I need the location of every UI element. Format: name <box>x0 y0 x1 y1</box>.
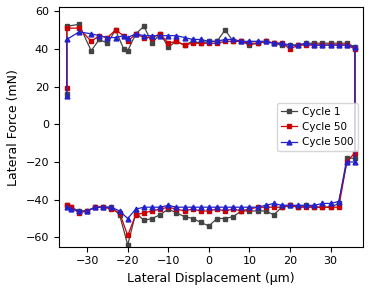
Cycle 50 <box>263 40 268 43</box>
Cycle 50 <box>101 206 105 209</box>
Cycle 50 <box>312 206 317 209</box>
Cycle 50 <box>199 41 203 45</box>
Cycle 500 <box>263 40 268 43</box>
Cycle 1 <box>199 41 203 45</box>
Cycle 1 <box>312 206 317 209</box>
Line: Cycle 50: Cycle 50 <box>65 26 357 238</box>
Cycle 50 <box>65 26 69 30</box>
Y-axis label: Lateral Force (mN): Lateral Force (mN) <box>7 69 20 185</box>
Cycle 50 <box>191 41 195 45</box>
Cycle 500 <box>65 206 69 209</box>
Cycle 500 <box>125 217 130 220</box>
Cycle 500 <box>199 38 203 41</box>
Cycle 50 <box>65 204 69 207</box>
Cycle 500 <box>77 30 81 34</box>
Cycle 1 <box>191 40 195 43</box>
Cycle 1 <box>125 243 130 247</box>
Line: Cycle 500: Cycle 500 <box>64 29 357 221</box>
Line: Cycle 1: Cycle 1 <box>65 22 357 247</box>
Cycle 500 <box>191 38 195 41</box>
Cycle 500 <box>65 94 69 98</box>
Cycle 500 <box>320 202 325 205</box>
Cycle 1 <box>320 206 325 209</box>
Cycle 1 <box>101 206 105 209</box>
X-axis label: Lateral Displacement (μm): Lateral Displacement (μm) <box>127 272 295 285</box>
Cycle 1 <box>263 40 268 43</box>
Cycle 1 <box>65 92 69 96</box>
Cycle 500 <box>312 204 317 207</box>
Cycle 50 <box>320 206 325 209</box>
Cycle 500 <box>101 206 105 209</box>
Cycle 50 <box>65 87 69 90</box>
Cycle 1 <box>77 22 81 26</box>
Legend: Cycle 1, Cycle 50, Cycle 500: Cycle 1, Cycle 50, Cycle 500 <box>277 103 358 152</box>
Cycle 50 <box>125 234 130 237</box>
Cycle 1 <box>65 204 69 207</box>
